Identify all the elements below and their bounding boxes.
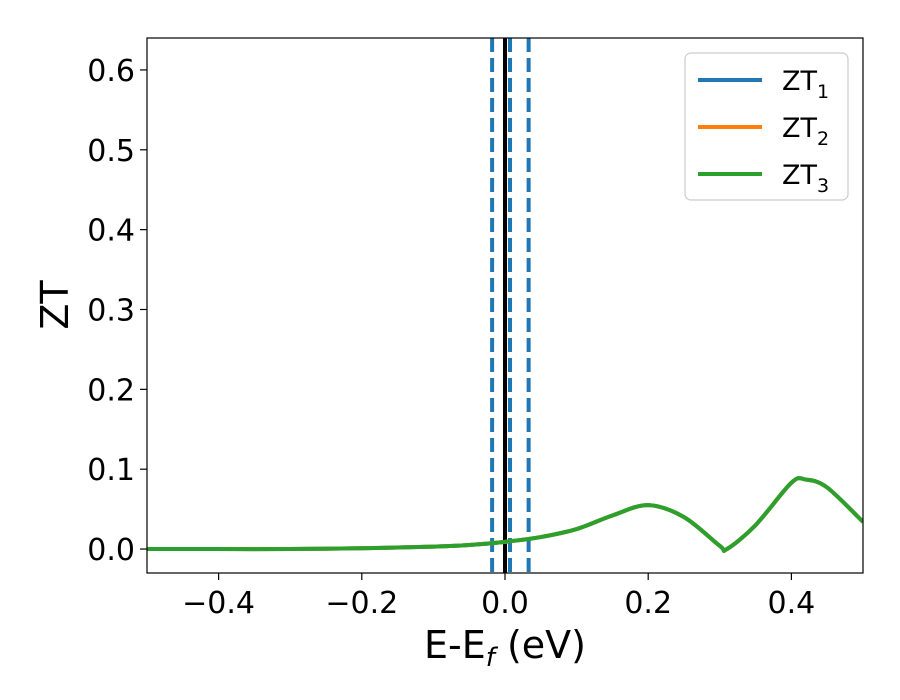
y-tick-label: 0.4 bbox=[87, 214, 135, 249]
y-tick-label: 0.1 bbox=[87, 453, 135, 488]
y-tick-label: 0.6 bbox=[87, 54, 135, 89]
x-axis: −0.4 −0.2 0.0 0.2 0.4 bbox=[182, 573, 815, 621]
y-axis: 0.0 0.1 0.2 0.3 0.4 0.5 0.6 bbox=[87, 54, 147, 568]
series-line-zt3 bbox=[147, 476, 863, 553]
legend: ZT1 ZT2 ZT3 bbox=[684, 52, 849, 201]
x-tick-label: −0.4 bbox=[182, 586, 255, 621]
legend-label-zt3: ZT3 bbox=[782, 160, 829, 197]
x-tick-label: −0.2 bbox=[325, 586, 398, 621]
x-axis-label: E-Ef (eV) bbox=[424, 623, 586, 673]
y-axis-label: ZT bbox=[33, 280, 77, 330]
x-tick-label: 0.4 bbox=[768, 586, 816, 621]
y-tick-label: 0.2 bbox=[87, 373, 135, 408]
y-tick-label: 0.0 bbox=[87, 533, 135, 568]
y-tick-label: 0.5 bbox=[87, 134, 135, 169]
legend-label-zt1: ZT1 bbox=[782, 66, 829, 103]
series-group bbox=[147, 476, 863, 553]
legend-label-zt2: ZT2 bbox=[782, 113, 829, 150]
x-tick-label: 0.2 bbox=[624, 586, 672, 621]
reference-lines bbox=[490, 38, 531, 573]
legend-box bbox=[684, 52, 849, 201]
x-tick-label: 0.0 bbox=[481, 586, 529, 621]
y-tick-label: 0.3 bbox=[87, 293, 135, 328]
